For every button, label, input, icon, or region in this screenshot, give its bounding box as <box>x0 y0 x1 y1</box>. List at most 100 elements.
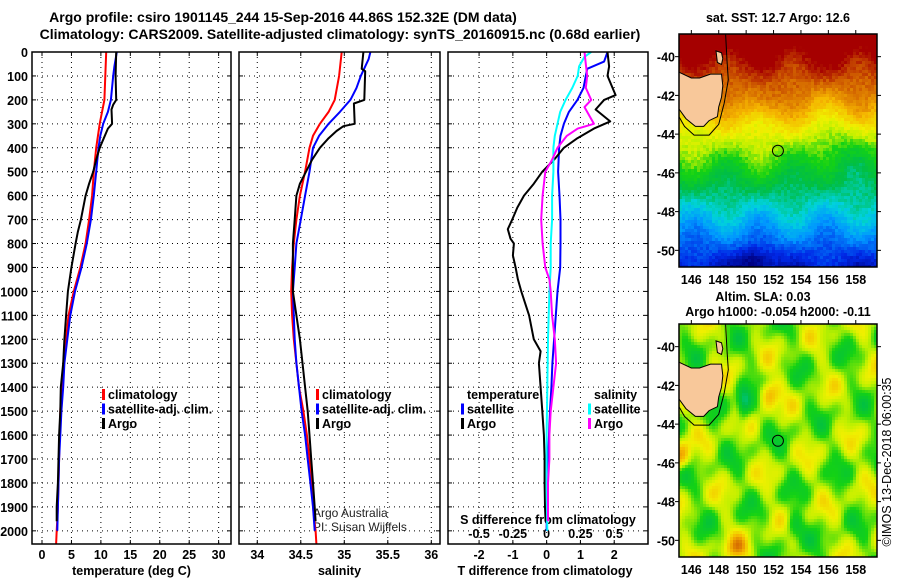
x-axis-label: temperature (deg C) <box>72 564 191 578</box>
legend-entry: temperature <box>467 388 539 402</box>
credit-line-2: PI: Susan Wijffels <box>313 520 407 534</box>
panel-salinity: 34 34.5 35 35.5 36 salinity climatologysatelli… <box>238 51 441 578</box>
depth-tick-label: 0 <box>21 46 28 60</box>
legend-entry: climatology <box>102 388 178 402</box>
x-tick-label: 5 <box>68 548 75 562</box>
x-tick-label: 15 <box>123 548 137 562</box>
depth-tick-label: 200 <box>7 94 28 108</box>
legend-label: satellite <box>594 403 641 417</box>
sla-map-image <box>679 324 877 557</box>
x-tick-label: 35.5 <box>376 548 400 562</box>
plot-frame <box>238 51 441 545</box>
credit-line-1: Argo Australia <box>313 506 388 520</box>
sst-map-image <box>679 34 877 267</box>
depth-tick-label: 1700 <box>0 453 28 467</box>
x-tick-label: 36 <box>424 548 438 562</box>
legend-entry: salinity <box>594 388 637 402</box>
depth-tick-label: 1200 <box>0 333 28 347</box>
x-tick-label: 35 <box>337 548 351 562</box>
series-line-climatology <box>290 51 343 545</box>
series-line-t-argo <box>506 51 617 522</box>
x-tick-label: 34.5 <box>289 548 313 562</box>
s-tick-label: 0.25 <box>568 527 592 541</box>
depth-tick-label: 800 <box>7 238 28 252</box>
legend-entry: satellite-adj. clim. <box>316 403 426 417</box>
legend-entry: satellite-adj. clim. <box>102 403 212 417</box>
legend-label: satellite <box>467 403 514 417</box>
x-tick-label: -1 <box>507 548 518 562</box>
title-line-1: Argo profile: csiro 1901145_244 15-Sep-2… <box>49 9 517 25</box>
x-tick-label: -2 <box>474 548 485 562</box>
legend-entry: climatology <box>316 388 392 402</box>
legend-label: climatology <box>322 388 392 402</box>
depth-tick-label: 100 <box>7 70 28 84</box>
legend-swatch <box>316 418 319 429</box>
series-line-argo <box>55 51 118 522</box>
legend-swatch <box>461 403 464 415</box>
plot-frame <box>447 51 649 545</box>
depth-tick-label: 1600 <box>0 429 28 443</box>
legend-entry: Argo <box>461 417 497 431</box>
depth-tick-label: 1000 <box>0 285 28 299</box>
x-axis-label: T difference from climatology <box>457 564 632 578</box>
depth-tick-label: 1500 <box>0 405 28 419</box>
depth-tick-label: 1900 <box>0 501 28 515</box>
legend-label: Argo <box>594 417 624 431</box>
legend-entry: Argo <box>102 417 138 431</box>
x-tick-label: 1 <box>577 548 584 562</box>
series-line-satellite-adj-clim- <box>56 51 118 531</box>
legend-swatch <box>102 418 105 429</box>
legend-swatch <box>316 403 319 415</box>
x-tick-label: 10 <box>94 548 108 562</box>
plot-frame <box>31 51 232 545</box>
legend-entry: Argo <box>588 417 624 431</box>
depth-tick-label: 600 <box>7 190 28 204</box>
depth-tick-label: 1100 <box>1 309 28 323</box>
panel-difference: -2 -1 0 1 2 T difference from climatology -0.5… <box>447 51 649 578</box>
x-axis-label: salinity <box>318 564 361 578</box>
legend-label: temperature <box>467 388 539 402</box>
s-tick-label: -0.5 <box>468 527 490 541</box>
legend-swatch <box>102 389 105 400</box>
legend-label: satellite-adj. clim. <box>108 403 212 417</box>
depth-tick-label: 500 <box>7 166 28 180</box>
x-tick-label: 30 <box>212 548 226 562</box>
series-line-climatology <box>55 51 108 545</box>
x-tick-label: 0 <box>543 548 550 562</box>
x-tick-label: 2 <box>611 548 618 562</box>
legend-swatch <box>588 418 591 429</box>
legend-entry: satellite <box>588 403 641 417</box>
x-tick-label: 25 <box>182 548 196 562</box>
depth-tick-label: 300 <box>7 118 28 132</box>
legend-entry: Argo <box>316 417 352 431</box>
depth-tick-label: 700 <box>7 214 28 228</box>
depth-tick-label: 900 <box>7 261 28 275</box>
depth-tick-label: 1300 <box>0 357 28 371</box>
legend-label: climatology <box>108 388 178 402</box>
depth-tick-label: 1800 <box>0 477 28 491</box>
series-line-s-satellite <box>545 51 592 531</box>
x-tick-label: 34 <box>250 548 264 562</box>
s-tick-label: 0 <box>543 527 550 541</box>
depth-tick-label: 2000 <box>0 525 28 539</box>
legend-label: Argo <box>467 417 497 431</box>
legend-label: satellite-adj. clim. <box>322 403 426 417</box>
s-tick-label: -0.25 <box>499 527 528 541</box>
series-line-argo <box>291 51 367 522</box>
depth-tick-label: 1400 <box>0 381 28 395</box>
series-line-s-argo <box>540 51 595 522</box>
series-line-satellite-adj-clim- <box>291 51 372 531</box>
depth-tick-label: 400 <box>7 142 28 156</box>
legend-label: Argo <box>108 417 138 431</box>
legend-label: Argo <box>322 417 352 431</box>
legend-swatch <box>316 389 319 400</box>
legend-swatch <box>461 418 464 429</box>
x-tick-label: 0 <box>39 548 46 562</box>
legend-entry: satellite <box>461 403 514 417</box>
title-line-2: Climatology: CARS2009. Satellite-adjuste… <box>40 26 641 42</box>
s-tick-label: 0.5 <box>606 527 623 541</box>
x-tick-label: 20 <box>153 548 167 562</box>
legend-swatch <box>588 403 591 415</box>
panel-temperature: 0100200300400500600700800900100011001200… <box>0 46 232 578</box>
